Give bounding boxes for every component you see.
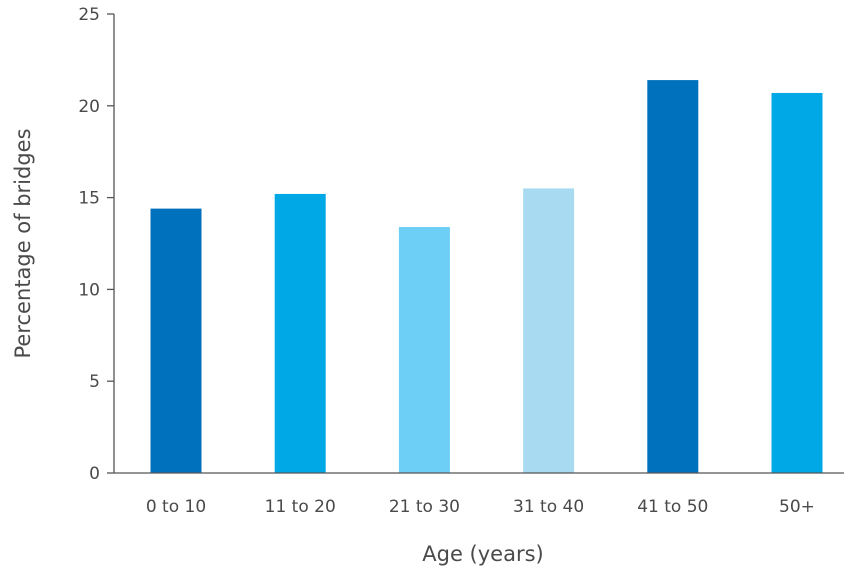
x-tick-label: 21 to 30 bbox=[389, 497, 460, 517]
y-tick-label: 5 bbox=[89, 372, 100, 392]
bar bbox=[150, 208, 202, 473]
bar bbox=[274, 193, 326, 474]
x-axis-tick-labels: 0 to 10 11 to 20 21 to 30 31 to 40 41 to 50 5… bbox=[146, 497, 815, 517]
bar bbox=[771, 92, 823, 473]
bar bbox=[647, 80, 699, 473]
y-tick-label: 25 bbox=[78, 5, 100, 25]
bar bbox=[398, 226, 450, 473]
x-tick-label: 50+ bbox=[779, 497, 815, 517]
y-tick-label: 15 bbox=[78, 189, 100, 209]
x-tick-label: 41 to 50 bbox=[637, 497, 708, 517]
bars bbox=[150, 80, 823, 474]
x-tick-label: 31 to 40 bbox=[513, 497, 584, 517]
y-tick-label: 0 bbox=[89, 464, 100, 484]
y-tick-label: 20 bbox=[78, 97, 100, 117]
x-axis-title: Age (years) bbox=[422, 542, 543, 566]
y-axis-ticks: 0 5 10 15 20 25 bbox=[78, 5, 114, 484]
y-axis-title: Percentage of bridges bbox=[11, 128, 35, 358]
y-tick-label: 10 bbox=[78, 280, 100, 300]
x-tick-label: 11 to 20 bbox=[265, 497, 336, 517]
x-tick-label: 0 to 10 bbox=[146, 497, 206, 517]
bar bbox=[523, 188, 575, 474]
